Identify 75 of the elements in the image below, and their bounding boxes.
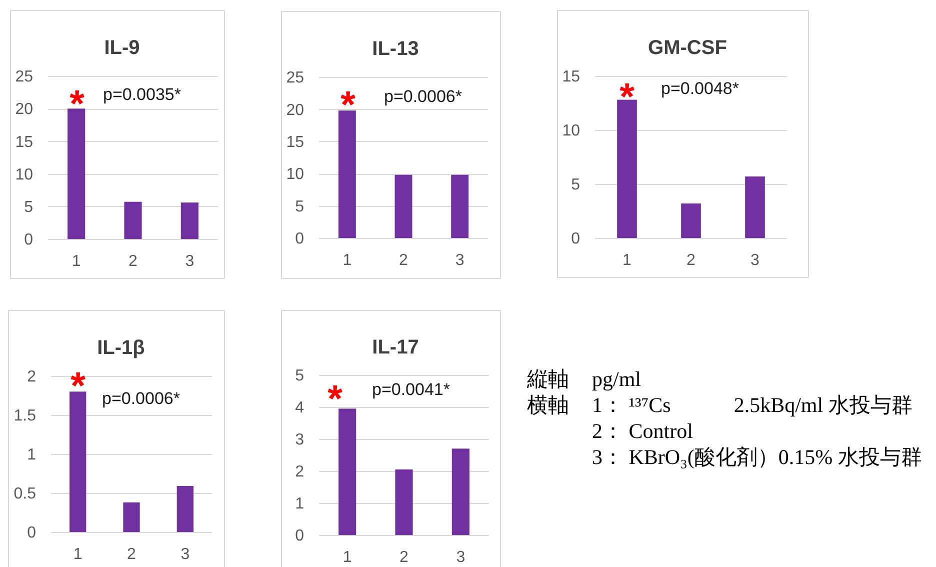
y-tick-label: 20	[286, 102, 304, 119]
text: 3： KBrO₃(酸化剤）0.15% 水投与群	[592, 444, 922, 470]
text: 1： ¹³⁷Cs 2.5kBq/ml 水投与群	[592, 392, 912, 418]
y-tick-label: 10	[15, 166, 34, 184]
bar	[338, 408, 356, 535]
text: pg/ml	[592, 366, 642, 392]
y-tick-label: 15	[562, 68, 580, 86]
x-tick-label: 1	[342, 549, 352, 566]
annotation: *	[340, 84, 356, 126]
x-tick-label: 2	[127, 546, 136, 563]
bar	[123, 502, 140, 532]
chart-title: IL-9	[104, 36, 140, 59]
annotation: p=0.0035*	[103, 84, 182, 104]
chart-title: GM-CSF	[648, 36, 727, 59]
y-tick-label: 20	[15, 101, 34, 118]
chart-title: IL-13	[372, 38, 419, 60]
y-tick-label: 0	[295, 230, 304, 248]
x-tick-label: 1	[72, 253, 81, 270]
annotation: p=0.0006*	[102, 388, 180, 408]
x-tick-label: 2	[400, 549, 409, 566]
y-tick-label: 1	[27, 446, 36, 464]
chart-title: IL-1β	[97, 336, 145, 359]
annotation: *	[70, 365, 86, 408]
x-tick-label: 1	[73, 546, 82, 563]
y-tick-label: 5	[295, 368, 304, 385]
x-tick-label: 2	[128, 253, 138, 270]
y-tick-label: 0.5	[14, 486, 36, 503]
x-tick-label: 3	[750, 252, 760, 269]
y-tick-label: 10	[562, 122, 580, 140]
x-tick-label: 1	[342, 252, 352, 269]
y-tick-label: 3	[295, 432, 304, 449]
y-tick-label: 5	[24, 199, 34, 216]
bar	[70, 392, 86, 532]
bar	[681, 203, 701, 238]
text: 横軸	[527, 392, 569, 418]
y-tick-label: 5	[571, 176, 580, 194]
x-tick-label: 3	[185, 253, 194, 270]
x-tick-label: 3	[456, 549, 466, 566]
y-tick-label: 0	[571, 230, 580, 248]
text: 縦軸	[527, 366, 569, 392]
x-tick-label: 3	[180, 546, 190, 563]
bar	[745, 176, 765, 238]
annotation: p=0.0041*	[372, 380, 450, 399]
x-tick-label: 1	[622, 252, 632, 269]
bar	[452, 448, 470, 535]
annotation: p=0.0006*	[384, 86, 462, 106]
annotation: *	[328, 378, 343, 420]
y-tick-label: 5	[295, 198, 304, 216]
y-tick-label: 15	[15, 134, 34, 151]
x-tick-label: 2	[399, 252, 408, 269]
annotation: *	[620, 76, 635, 118]
annotation: *	[70, 83, 85, 126]
bar	[68, 108, 86, 239]
y-tick-label: 10	[286, 166, 304, 184]
y-tick-label: 2	[27, 368, 36, 386]
y-tick-label: 0	[27, 524, 36, 542]
x-tick-label: 2	[686, 252, 696, 269]
y-tick-label: 0	[295, 528, 304, 545]
y-tick-label: 1.5	[14, 408, 36, 425]
bar	[176, 486, 194, 532]
bar	[395, 469, 413, 535]
y-tick-label: 4	[295, 400, 304, 417]
bar	[180, 202, 198, 239]
y-tick-label: 0	[24, 232, 34, 249]
y-tick-label: 15	[286, 134, 304, 151]
annotation: p=0.0048*	[661, 78, 740, 98]
y-tick-label: 1	[295, 496, 304, 513]
text: 2： Control	[592, 418, 693, 444]
bar	[617, 100, 637, 238]
y-tick-label: 25	[15, 68, 34, 86]
bar	[124, 202, 142, 239]
x-tick-label: 3	[455, 252, 464, 269]
chart-title: IL-17	[372, 336, 419, 358]
y-tick-label: 25	[286, 70, 304, 87]
y-tick-label: 2	[295, 464, 304, 481]
